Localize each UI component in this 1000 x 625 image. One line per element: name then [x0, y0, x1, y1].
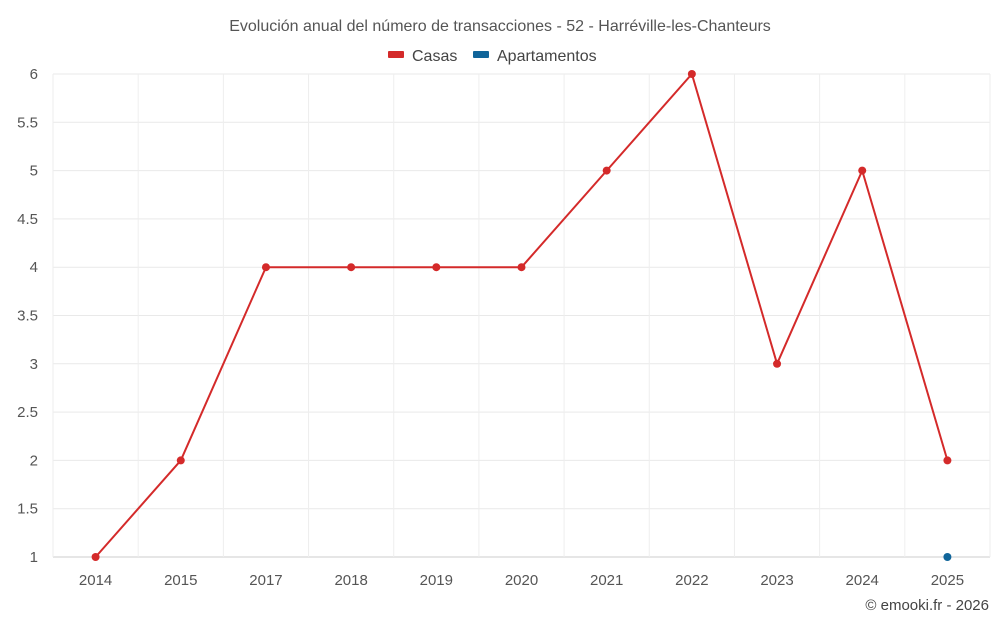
x-tick-label: 2025: [931, 572, 964, 589]
data-point[interactable]: [773, 359, 782, 368]
y-tick-label: 3.5: [17, 308, 38, 325]
data-point[interactable]: [943, 553, 952, 561]
data-point[interactable]: [602, 166, 611, 175]
y-tick-label: 5: [30, 163, 38, 180]
series-layer: [91, 70, 952, 561]
x-tick-label: 2019: [420, 572, 453, 589]
legend-swatch: [388, 51, 404, 58]
y-axis: 1 1.5 2 2.5 3 3.5 4 4.5 5 5.5 6: [17, 66, 38, 566]
y-tick-label: 5.5: [17, 114, 38, 131]
legend-swatch: [473, 51, 489, 58]
data-point[interactable]: [943, 456, 952, 465]
data-point[interactable]: [517, 263, 526, 272]
x-tick-label: 2017: [249, 572, 282, 589]
x-tick-label: 2023: [760, 572, 793, 589]
data-point[interactable]: [176, 456, 185, 465]
legend-item[interactable]: Apartamentos: [473, 48, 597, 65]
grid: [52, 73, 991, 558]
data-point[interactable]: [91, 553, 100, 561]
x-tick-label: 2014: [79, 572, 112, 589]
x-tick-label: 2024: [846, 572, 879, 589]
credit-text: © emooki.fr - 2026: [865, 597, 989, 614]
y-tick-label: 4.5: [17, 211, 38, 228]
y-tick-label: 4: [30, 259, 38, 276]
data-point[interactable]: [347, 263, 356, 272]
y-tick-label: 2: [30, 452, 38, 469]
x-tick-label: 2020: [505, 572, 538, 589]
data-point[interactable]: [858, 166, 867, 175]
x-tick-label: 2015: [164, 572, 197, 589]
x-tick-label: 2022: [675, 572, 708, 589]
data-point[interactable]: [687, 70, 696, 78]
legend-label: Casas: [412, 48, 457, 65]
chart-title: Evolución anual del número de transaccio…: [229, 18, 771, 35]
y-tick-label: 1: [30, 549, 38, 566]
series-apartamentos: [943, 553, 952, 561]
series-casas: [91, 70, 952, 561]
x-axis: 2014 2015 2017 2018 2019 2020 2021 2022 2023 2024…: [79, 572, 964, 589]
y-tick-label: 3: [30, 356, 38, 373]
legend-item[interactable]: Casas: [388, 48, 457, 65]
data-point[interactable]: [432, 263, 441, 272]
x-tick-label: 2018: [334, 572, 367, 589]
y-tick-label: 2.5: [17, 404, 38, 421]
x-tick-label: 2021: [590, 572, 623, 589]
y-tick-label: 6: [30, 66, 38, 83]
legend-label: Apartamentos: [497, 48, 597, 65]
legend: Casas Apartamentos: [388, 48, 597, 65]
data-point[interactable]: [261, 263, 270, 272]
y-tick-label: 1.5: [17, 501, 38, 518]
